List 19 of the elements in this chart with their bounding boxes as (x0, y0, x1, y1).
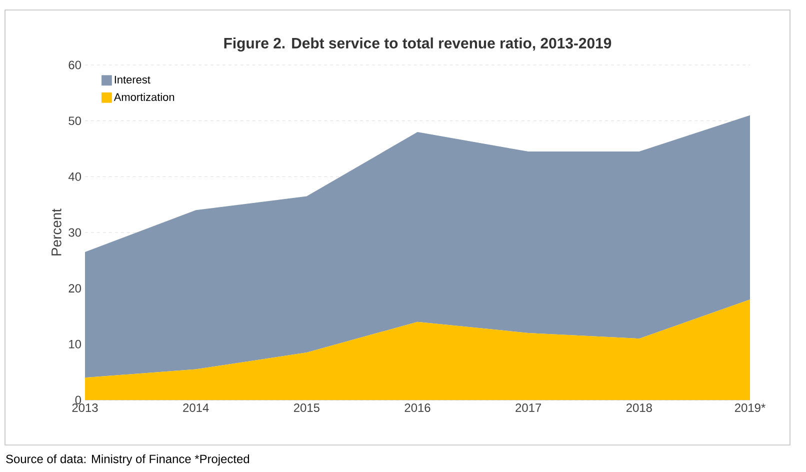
x-tick-label: 2015 (294, 404, 320, 412)
x-tick-label: 2019* (734, 404, 766, 412)
x-tick-label: 2018 (626, 404, 652, 412)
legend-label: Interest (114, 76, 150, 84)
y-tick-label: 0 (75, 396, 82, 404)
source-note: Source of data: Ministry of Finance *Projected (6, 454, 250, 466)
chart-title: Figure 2. Debt service to total revenue ratio, 2013-2019 (224, 38, 612, 52)
y-tick-label: 40 (68, 172, 82, 181)
x-tick-label: 2017 (516, 404, 542, 412)
x-tick-label: 2013 (72, 404, 98, 412)
y-tick-label: 60 (68, 60, 82, 70)
legend-label: Amortization (114, 92, 174, 101)
y-tick-label: 30 (68, 228, 82, 237)
x-tick-label: 2014 (183, 404, 209, 412)
y-tick-label: 20 (68, 284, 82, 293)
x-tick-label: 2016 (404, 404, 430, 412)
y-tick-label: 10 (69, 340, 82, 348)
y-axis-title: Percent (52, 208, 62, 256)
y-tick-label: 50 (68, 116, 82, 126)
